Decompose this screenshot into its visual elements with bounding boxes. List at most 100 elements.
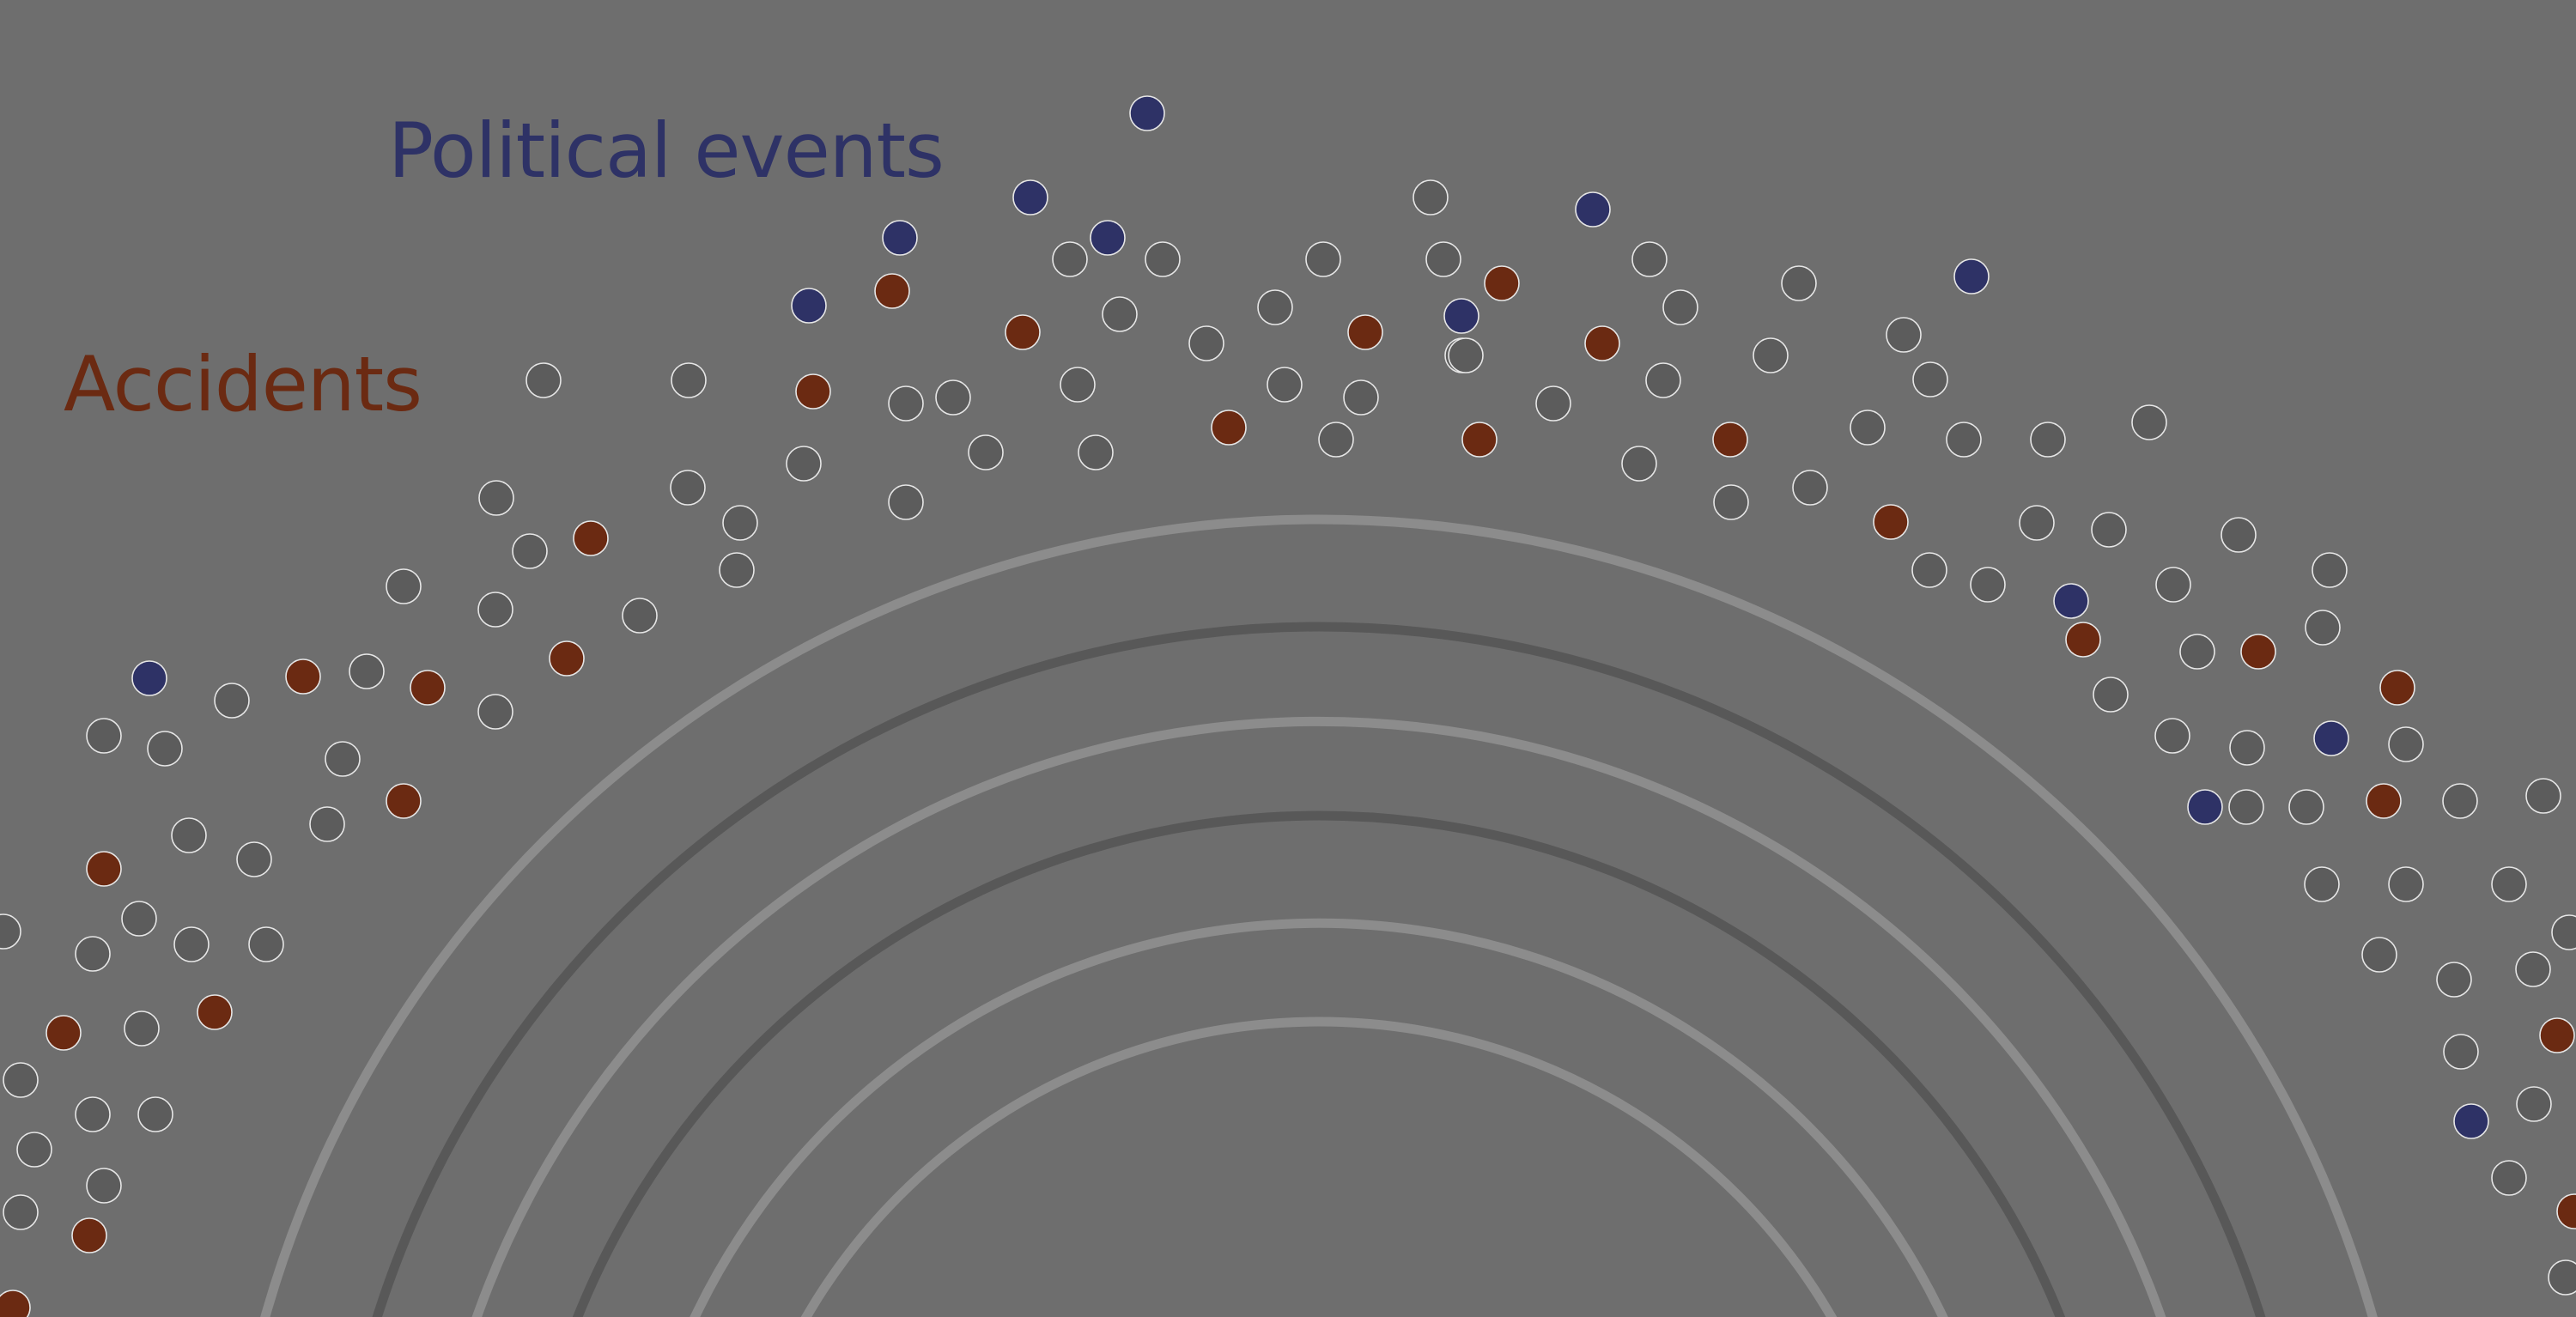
other-event-dot [2093,677,2129,713]
other-event-dot [1970,567,2006,603]
accident-dot [573,520,609,556]
other-event-dot [2516,1086,2552,1122]
other-event-dot [526,362,562,398]
other-event-dot [2388,726,2424,762]
other-event-dot [622,598,658,634]
other-event-dot [236,841,272,877]
accident-dot [2556,1193,2576,1229]
other-event-dot [1850,410,1886,446]
accident-dot [1461,422,1498,458]
other-event-dot [1188,325,1224,361]
accident-dot [2379,670,2415,706]
political-event-dot [2453,1103,2489,1139]
other-event-dot [137,1096,173,1132]
concentric-arcs [260,514,2378,1317]
accident-dot [285,658,321,695]
accident-dot [0,1290,31,1317]
legend-label-accidents: Accidents [64,340,422,428]
other-event-dot [1713,484,1749,520]
concentric-arc-4 [572,810,2066,1317]
legend-label-political-events: Political events [388,106,944,195]
political-event-dot [131,660,167,696]
other-event-dot [1753,337,1789,373]
other-event-dot [121,901,157,937]
concentric-arc-5 [690,918,1948,1317]
other-event-dot [722,505,758,541]
other-event-dot [2305,610,2341,646]
other-event-dot [214,683,250,719]
other-event-dot [3,1062,39,1098]
other-event-dot [888,385,924,422]
accident-dot [874,273,910,309]
other-event-dot [2515,951,2551,987]
political-event-dot [1953,258,1990,294]
other-event-dot [2304,866,2340,902]
other-event-dot [2228,789,2264,825]
accident-dot [2065,622,2101,658]
other-event-dot [888,484,924,520]
other-event-dot [671,362,707,398]
other-event-dot [2155,567,2191,603]
other-event-dot [1781,265,1817,301]
other-event-dot [719,552,755,588]
other-event-dot [670,470,706,506]
other-event-dot [477,694,513,730]
other-event-dot [2361,937,2397,973]
other-event-dot [1425,241,1461,277]
accident-dot [1712,422,1748,458]
other-event-dot [1267,367,1303,403]
political-event-dot [2313,720,2349,756]
accident-dot [1484,265,1520,301]
other-event-dot [1257,289,1293,325]
other-event-dot [171,817,207,853]
other-event-dot [1911,552,1947,588]
other-event-dot [75,936,111,972]
political-event-dot [2187,789,2223,825]
other-event-dot [1305,241,1341,277]
accident-dot [1584,325,1620,361]
political-event-dot [1129,95,1165,131]
accident-dot [549,640,585,677]
accident-dot [410,670,446,706]
other-event-dot [386,568,422,604]
accident-dot [2366,783,2402,819]
accident-dot [1347,314,1383,350]
political-event-dot [1443,298,1479,334]
other-event-dot [2030,422,2066,458]
other-event-dot [2221,517,2257,553]
accident-dot [1211,410,1247,446]
accident-dot [1873,504,1909,540]
political-event-dot [1012,179,1048,215]
other-event-dot [1448,337,1484,373]
other-event-dot [0,913,21,950]
other-event-dot [2443,1034,2479,1070]
other-event-dot [2091,512,2127,548]
other-event-dot [1078,434,1114,470]
accident-dot [1005,314,1041,350]
other-event-dot [2436,962,2472,998]
accident-dot [386,783,422,819]
other-event-dot [1535,385,1571,422]
other-event-dot [124,1011,160,1047]
other-event-dot [478,480,514,516]
other-event-dot [2525,778,2561,814]
political-event-dot [1090,220,1126,256]
accident-dot [46,1015,82,1051]
other-event-dot [1631,241,1668,277]
other-event-dot [86,718,122,754]
concentric-arc-3 [471,716,2166,1317]
other-event-dot [16,1132,52,1168]
other-event-dot [1792,470,1828,506]
other-event-dot [1912,361,1948,398]
other-event-dot [75,1096,111,1132]
other-event-dot [1662,289,1698,325]
political-event-dot [2053,583,2089,619]
other-event-dot [2442,783,2478,819]
accident-dot [71,1217,107,1253]
other-event-dot [2491,866,2527,902]
other-event-dot [1052,241,1088,277]
other-event-dot [2491,1160,2527,1196]
other-event-dot [1318,422,1354,458]
